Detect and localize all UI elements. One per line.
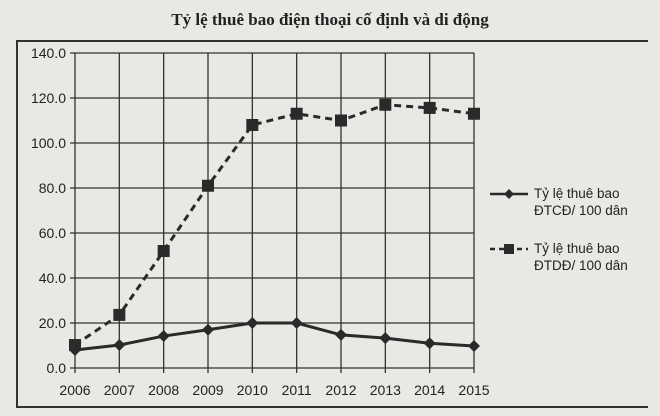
diamond-marker-icon (290, 317, 303, 329)
y-tick-label: 120.0 (31, 90, 66, 106)
chart-title: Tỷ lệ thuê bao điện thoại cố định và di … (171, 10, 489, 29)
chart-frame (16, 40, 648, 408)
square-marker-icon (468, 107, 480, 120)
legend-label: Tỷ lệ thuê bao (534, 186, 620, 201)
legend-label: Tỷ lệ thuê bao (534, 241, 620, 256)
diamond-marker-icon (202, 323, 214, 336)
fixed-series-line (74, 321, 475, 352)
diamond-marker-icon (468, 339, 480, 352)
diamond-marker-icon (335, 328, 347, 341)
x-tick-label: 2013 (370, 382, 401, 398)
square-marker-icon (246, 119, 259, 131)
square-marker-icon (69, 339, 81, 352)
square-marker-icon (490, 244, 528, 254)
x-tick-label: 2015 (458, 382, 489, 398)
x-tick-label: 2011 (282, 382, 312, 398)
square-marker-icon (113, 308, 126, 321)
square-marker-icon (290, 107, 303, 120)
legend-label: ĐTCĐ/ 100 dân (534, 203, 628, 218)
legend-item-fixed: Tỷ lệ thuê bao ĐTCĐ/ 100 dân (488, 185, 628, 219)
diamond-marker-icon (379, 332, 392, 345)
square-marker-icon (423, 101, 436, 114)
y-tick-label: 140.0 (31, 45, 66, 61)
diamond-marker-icon (246, 317, 259, 329)
legend-item-mobile: Tỷ lệ thuê bao ĐTDĐ/ 100 dân (488, 240, 628, 274)
diamond-marker-icon (113, 339, 126, 352)
legend-label: ĐTDĐ/ 100 dân (534, 258, 628, 273)
square-marker-icon (379, 98, 392, 111)
y-tick-label: 100.0 (31, 135, 66, 151)
y-tick-label: 80.0 (39, 180, 66, 196)
x-tick-label: 2014 (414, 382, 445, 398)
square-marker-icon (202, 179, 214, 192)
x-tick-label: 2010 (237, 382, 268, 398)
y-tick-label: 60.0 (39, 225, 66, 241)
y-tick-label: 40.0 (39, 270, 66, 286)
mobile-series-line (74, 103, 475, 347)
y-tick-label: 0.0 (47, 360, 67, 376)
x-tick-label: 2012 (325, 382, 356, 398)
y-tick-label: 20.0 (39, 315, 66, 331)
diamond-marker-icon (157, 330, 170, 343)
diamond-marker-icon (490, 189, 528, 199)
x-tick-label: 2008 (148, 382, 179, 398)
x-tick-label: 2006 (59, 382, 90, 398)
square-marker-icon (335, 114, 347, 127)
x-tick-label: 2009 (192, 382, 223, 398)
square-marker-icon (157, 245, 170, 257)
x-tick-label: 2007 (104, 382, 135, 398)
diamond-marker-icon (423, 337, 436, 350)
